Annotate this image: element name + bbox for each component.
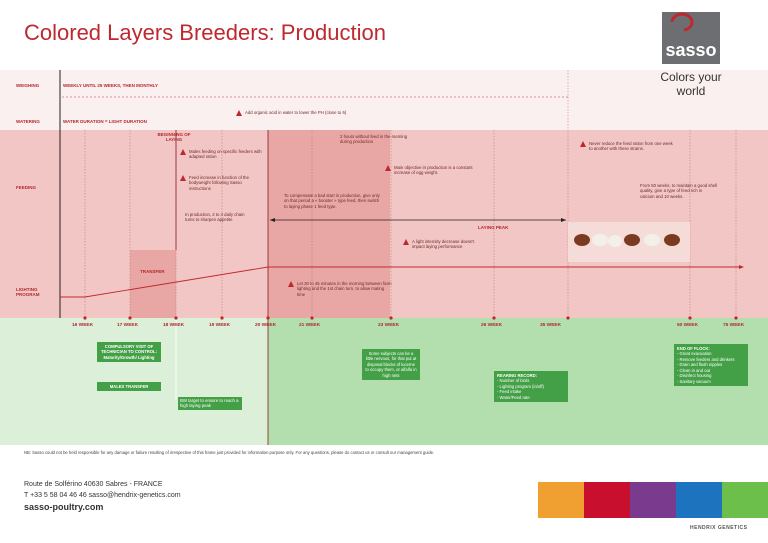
partner-logo: HENDRIX GENETICS xyxy=(690,525,748,531)
week-label: 23 WEEK xyxy=(378,323,400,328)
box-item: - Lighting program (in/off) xyxy=(497,383,544,389)
milestone: LAYING PEAK xyxy=(478,225,509,230)
title: Colored Layers Breeders: Production xyxy=(24,20,386,45)
row-label: LIGHTING PROGRAM xyxy=(16,287,40,297)
week-label: 50 WEEK xyxy=(677,323,699,328)
note: From 50 weeks, to maintain a good shell … xyxy=(640,183,718,199)
box-title: REARING RECORD: xyxy=(497,373,538,378)
box-item: - Disinfect housing xyxy=(677,373,712,379)
warning-note: Feed increase in function of the bodywei… xyxy=(180,175,264,191)
box-item: Maturity/Growth/ Lighting xyxy=(103,354,155,360)
week-label: 35 WEEK xyxy=(540,323,562,328)
week-label: 21 WEEK xyxy=(299,323,321,328)
week-label: 20 WEEK xyxy=(255,323,277,328)
weighing-text: WEEKLY UNTIL 25 WEEKS, THEN MONTHLY xyxy=(63,83,159,88)
row-label: WEIGHING xyxy=(16,83,40,88)
box-item: - Number of birds xyxy=(497,378,530,384)
tagline: Colors your world xyxy=(660,70,722,98)
box-title: COMPULSORY VISIT OF TECHNICIAN TO CONTRO… xyxy=(101,344,157,355)
brand: sasso xyxy=(665,40,717,60)
week-label: 75 WEEK xyxy=(723,323,745,328)
box-title: END OF FLOCK: xyxy=(677,346,710,351)
box-item: - Great evacuation xyxy=(677,351,712,357)
box-item: - Drain and flush nipples xyxy=(677,362,723,368)
warning-note: Let 30 to 45 minutes in the morning betw… xyxy=(288,281,392,297)
warning-note: Never reduce the feed ration from one we… xyxy=(580,141,674,152)
website: sasso-poultry.com xyxy=(24,502,104,512)
box-item: - Clean in and out xyxy=(677,367,711,373)
record-box: REARING RECORD: - Number of birds - Ligh… xyxy=(494,371,568,403)
week-label: 16 WEEK xyxy=(72,323,94,328)
week-label: 19 WEEK xyxy=(209,323,231,328)
row-label: WATERING xyxy=(16,119,40,124)
warning-note: Add organic acid in water to lower the P… xyxy=(236,110,405,117)
milestone: BEGINNING OF LAYING xyxy=(157,132,191,142)
note: 2 hours without feed in the morning duri… xyxy=(340,134,408,145)
contact: T +33 5 58 04 46 46 sasso@hendrix-geneti… xyxy=(24,492,181,499)
note: In production, 2 to 4 daily chain turns … xyxy=(185,212,245,223)
box-item: - Water/Feed rate xyxy=(497,394,530,400)
warning-note: Main objective in production is a consta… xyxy=(385,165,474,176)
milestone: TRANSFER xyxy=(140,269,165,274)
visit-box: COMPULSORY VISIT OF TECHNICIAN TO CONTRO… xyxy=(97,342,161,363)
transfer-box: MALES TRANSFER xyxy=(97,382,161,392)
warning-note: A light intensity decrease doesn't impac… xyxy=(403,239,487,250)
bw-note: BW target to ensure to reach a high layi… xyxy=(178,397,242,410)
end-box: END OF FLOCK: - Great evacuation - Remov… xyxy=(674,344,748,387)
watering-text: WATER DURATION = LIGHT DURATION xyxy=(63,119,147,124)
week-label: 17 WEEK xyxy=(117,323,139,328)
warning-note: Males feeding on specific feeders with a… xyxy=(180,149,264,160)
note: To compensate a bad start in production,… xyxy=(284,193,380,209)
box-item: - Feed intake xyxy=(497,389,522,395)
row-label: FEEDING xyxy=(16,185,37,190)
box-item: - Sanitary vacuum xyxy=(677,378,711,384)
disclaimer: NB: Sasso could not be held responsible … xyxy=(24,450,435,455)
address: Route de Solférino 40630 Sabres - FRANCE xyxy=(24,481,163,488)
week-label: 18 WEEK xyxy=(163,323,185,328)
week-label: 26 WEEK xyxy=(481,323,503,328)
nervous-box: Some subjects can be a little nervous, f… xyxy=(362,349,420,381)
box-item: - Remove feeders and drinkers xyxy=(677,356,735,362)
